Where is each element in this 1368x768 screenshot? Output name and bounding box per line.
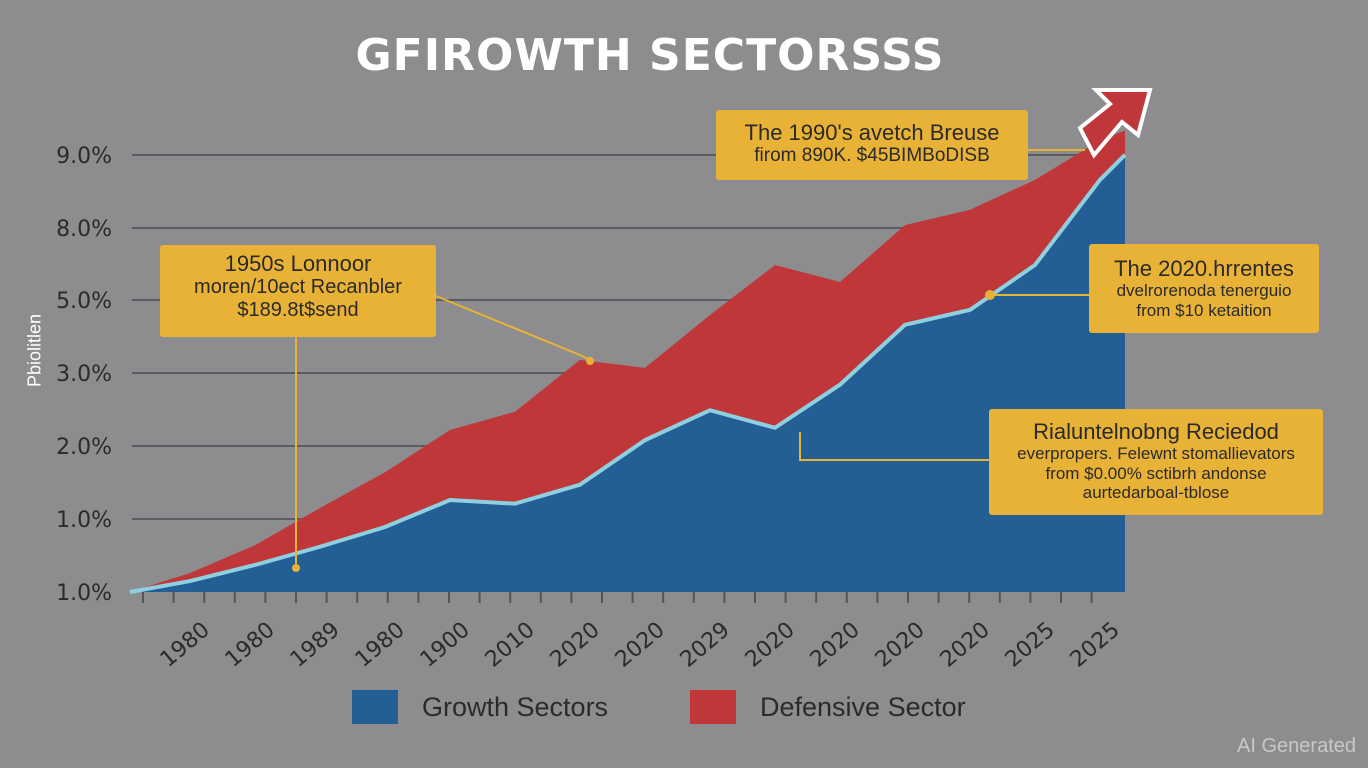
annotation-line: 1950s Lonnoor bbox=[224, 251, 372, 276]
legend-label: Defensive Sector bbox=[760, 691, 966, 722]
y-tick-label: 1.0% bbox=[56, 581, 112, 606]
annotation-connector bbox=[435, 295, 591, 361]
annotation-line: moren/10ect Recanbler bbox=[194, 276, 402, 299]
x-tick-label: 1980 bbox=[221, 617, 280, 672]
legend-swatch-defensive bbox=[690, 690, 736, 724]
y-tick-label: 3.0% bbox=[56, 362, 112, 387]
y-tick-label: 8.0% bbox=[56, 217, 112, 242]
x-tick-label: 2020 bbox=[871, 617, 930, 672]
legend-defensive: Defensive Sector bbox=[690, 690, 966, 724]
annotation-dot bbox=[985, 290, 995, 300]
annotation-line: The 1990's avetch Breuse bbox=[744, 120, 1000, 145]
annotation-line: The 2020.hrrentes bbox=[1114, 256, 1294, 281]
watermark: AI Generated bbox=[1237, 735, 1356, 757]
annotation-line: firom 890K. $45BIMBoDISB bbox=[754, 145, 990, 167]
annotation-line: from $10 ketaition bbox=[1136, 300, 1272, 320]
x-tick-label: 2025 bbox=[1001, 617, 1060, 672]
chart-title: GFIROWTH SECTORSSS bbox=[355, 30, 945, 81]
annotation-connector bbox=[799, 432, 989, 461]
legend-swatch-growth bbox=[352, 690, 398, 724]
x-tick-label: 2029 bbox=[676, 617, 735, 672]
annotation-2020: The 2020.hrrentes dvelrorenoda tenerguio… bbox=[1089, 244, 1319, 333]
x-tick-label: 2020 bbox=[546, 617, 605, 672]
x-tick-label: 2020 bbox=[611, 617, 670, 672]
legend-label: Growth Sectors bbox=[422, 691, 609, 722]
y-tick-label: 5.0% bbox=[56, 289, 112, 314]
y-tick-label: 2.0% bbox=[56, 435, 112, 460]
annotation-line: $189.8t$send bbox=[237, 299, 359, 322]
x-tick-label: 1980 bbox=[351, 617, 410, 672]
x-tick-label: 2025 bbox=[1066, 617, 1125, 672]
arrow-head-icon bbox=[1077, 88, 1153, 159]
annotation-line: aurtedarboal-tblose bbox=[1082, 483, 1230, 503]
annotation-dot bbox=[292, 564, 300, 572]
annotation-bottom: Rialuntelnobng Reciedod everpropers. Fel… bbox=[989, 409, 1323, 515]
annotation-dot bbox=[586, 357, 594, 365]
x-tick-label: 2020 bbox=[936, 617, 995, 672]
annotation-line: Rialuntelnobng Reciedod bbox=[1033, 419, 1279, 444]
x-tick-label: 2020 bbox=[741, 617, 800, 672]
x-tick-label: 2020 bbox=[806, 617, 865, 672]
legend-growth: Growth Sectors bbox=[352, 690, 608, 724]
x-tick-label: 1989 bbox=[286, 617, 345, 672]
annotation-line: everpropers. Felewnt stomallievators bbox=[1017, 444, 1295, 464]
series-area-growth bbox=[130, 154, 1125, 592]
x-tick-label: 1900 bbox=[416, 617, 475, 672]
y-tick-label: 9.0% bbox=[56, 144, 112, 169]
x-tick-label: 1980 bbox=[156, 617, 215, 672]
annotation-1990s: The 1990's avetch Breuse firom 890K. $45… bbox=[716, 110, 1028, 180]
y-tick-label: 1.0% bbox=[56, 508, 112, 533]
annotation-line: from $0.00% sctibrh andonse bbox=[1045, 463, 1267, 483]
annotation-1950s: 1950s Lonnoor moren/10ect Recanbler $189… bbox=[160, 245, 436, 337]
annotation-line: dvelrorenoda tenerguio bbox=[1116, 281, 1292, 301]
x-tick-label: 2010 bbox=[481, 617, 540, 672]
